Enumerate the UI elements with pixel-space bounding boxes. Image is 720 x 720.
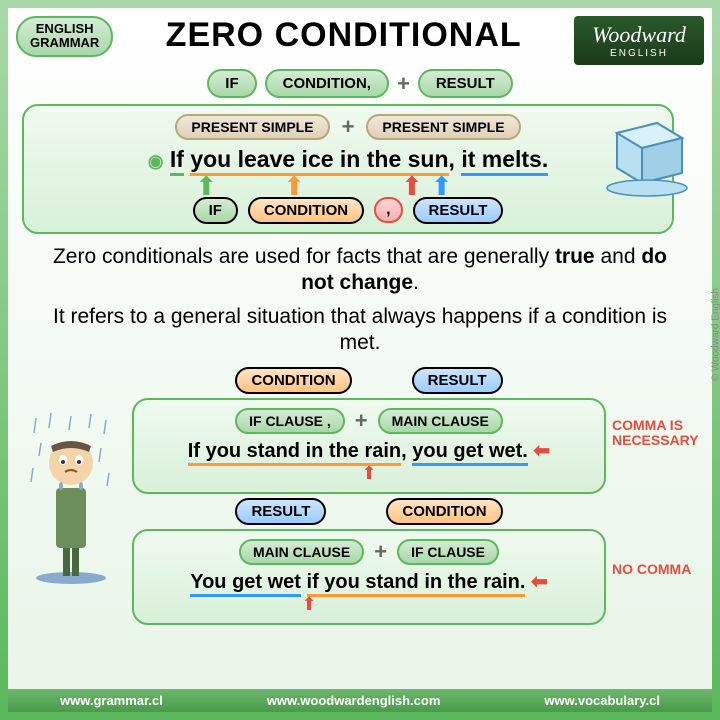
rain-man-illustration bbox=[16, 367, 126, 629]
arrow-left-icon: ⬅ bbox=[533, 440, 550, 462]
arrow-up-icon: ⬆ bbox=[195, 179, 217, 195]
footer-url-1: www.grammar.cl bbox=[60, 693, 163, 708]
footer-bar: www.grammar.cl www.woodwardenglish.com w… bbox=[8, 689, 712, 712]
example-sentence-3: You get wet if you stand in the rain. ⬅ bbox=[144, 569, 594, 594]
explanation-text: Zero conditionals are used for facts tha… bbox=[46, 244, 674, 357]
s3-result: You get wet bbox=[190, 571, 301, 597]
explanation-p2: It refers to a general situation that al… bbox=[46, 304, 674, 357]
tense-2: PRESENT SIMPLE bbox=[366, 114, 520, 140]
bottom-section: CONDITION RESULT IF CLAUSE , + MAIN CLAU… bbox=[16, 367, 704, 629]
clause-row-2: MAIN CLAUSE + IF CLAUSE bbox=[144, 539, 594, 565]
clause-row-1: IF CLAUSE , + MAIN CLAUSE bbox=[144, 408, 594, 434]
sentence-result: it melts. bbox=[461, 146, 548, 176]
comma-necessary-label: COMMA IS NECESSARY bbox=[612, 418, 704, 449]
infographic-page: ENGLISH GRAMMAR ZERO CONDITIONAL Woodwar… bbox=[0, 0, 720, 720]
label-row: IF CONDITION , RESULT bbox=[38, 197, 658, 224]
s3-condition: if you stand in the rain. bbox=[307, 571, 526, 597]
header-result: RESULT bbox=[412, 367, 503, 394]
header-row: ENGLISH GRAMMAR ZERO CONDITIONAL Woodwar… bbox=[16, 16, 704, 65]
if-clause-pill: IF CLAUSE , bbox=[235, 408, 345, 434]
plus-icon: + bbox=[374, 539, 387, 565]
plus-icon: + bbox=[397, 71, 410, 97]
formula-row: IF CONDITION, + RESULT bbox=[16, 69, 704, 98]
sentence-if: If bbox=[170, 146, 184, 176]
english-grammar-badge: ENGLISH GRAMMAR bbox=[16, 16, 113, 57]
label-condition: CONDITION bbox=[248, 197, 364, 224]
plus-icon: + bbox=[342, 114, 355, 140]
header-result: RESULT bbox=[235, 498, 326, 525]
sentence-comma: , bbox=[449, 146, 455, 172]
logo-sub: ENGLISH bbox=[584, 48, 694, 59]
arrow-up-icon: ⬆ bbox=[283, 179, 305, 195]
arrow-left-icon: ⬅ bbox=[531, 571, 548, 593]
header-condition: CONDITION bbox=[386, 498, 502, 525]
main-clause-pill: MAIN CLAUSE bbox=[378, 408, 503, 434]
footer-url-3: www.vocabulary.cl bbox=[544, 693, 660, 708]
header-pills-1: CONDITION RESULT bbox=[132, 367, 606, 394]
label-if: IF bbox=[193, 197, 238, 224]
example-box-1: PRESENT SIMPLE + PRESENT SIMPLE ◉ If you… bbox=[22, 104, 674, 234]
badge-line2: GRAMMAR bbox=[30, 36, 99, 50]
formula-if: IF bbox=[207, 69, 256, 98]
header-condition: CONDITION bbox=[235, 367, 351, 394]
comma-arrow-icon: ⬆ bbox=[144, 463, 594, 484]
if-clause-pill: IF CLAUSE bbox=[397, 539, 499, 565]
side-labels: COMMA IS NECESSARY NO COMMA bbox=[612, 367, 704, 629]
main-title: ZERO CONDITIONAL bbox=[123, 16, 564, 55]
formula-condition: CONDITION, bbox=[265, 69, 389, 98]
example-sentence-1: ◉ If you leave ice in the sun, it melts. bbox=[38, 146, 658, 173]
s2-condition: If you stand in the rain bbox=[188, 440, 401, 466]
badge-line1: ENGLISH bbox=[30, 22, 99, 36]
arrow-up-icon: ⬆ bbox=[431, 179, 453, 195]
main-clause-pill: MAIN CLAUSE bbox=[239, 539, 364, 565]
no-comma-label: NO COMMA bbox=[612, 562, 704, 577]
ice-cube-illustration bbox=[592, 103, 702, 203]
example-sentence-2: If you stand in the rain, you get wet. ⬅ bbox=[144, 438, 594, 463]
label-result: RESULT bbox=[413, 197, 504, 224]
tense-1: PRESENT SIMPLE bbox=[175, 114, 329, 140]
footer-url-2: www.woodwardenglish.com bbox=[267, 693, 441, 708]
example-box-2: IF CLAUSE , + MAIN CLAUSE If you stand i… bbox=[132, 398, 606, 494]
tense-row: PRESENT SIMPLE + PRESENT SIMPLE bbox=[38, 114, 658, 140]
arrow-row: ⬆ ⬆ ⬆ ⬆ bbox=[38, 179, 658, 195]
label-comma: , bbox=[374, 197, 402, 223]
example-box-3: MAIN CLAUSE + IF CLAUSE You get wet if y… bbox=[132, 529, 606, 625]
formula-result: RESULT bbox=[418, 69, 513, 98]
header-pills-2: RESULT CONDITION bbox=[132, 498, 606, 525]
explanation-p1: Zero conditionals are used for facts tha… bbox=[46, 244, 674, 297]
logo-main: Woodward bbox=[584, 22, 694, 48]
bottom-examples: CONDITION RESULT IF CLAUSE , + MAIN CLAU… bbox=[132, 367, 606, 629]
plus-icon: + bbox=[355, 408, 368, 434]
arrow-up-icon: ⬆ bbox=[401, 179, 423, 195]
woodward-logo: Woodward ENGLISH bbox=[574, 16, 704, 65]
s2-result: you get wet. bbox=[412, 440, 528, 466]
copyright-text: © Woodward English bbox=[710, 288, 720, 381]
no-comma-arrow-icon: ⬆ bbox=[24, 594, 594, 615]
